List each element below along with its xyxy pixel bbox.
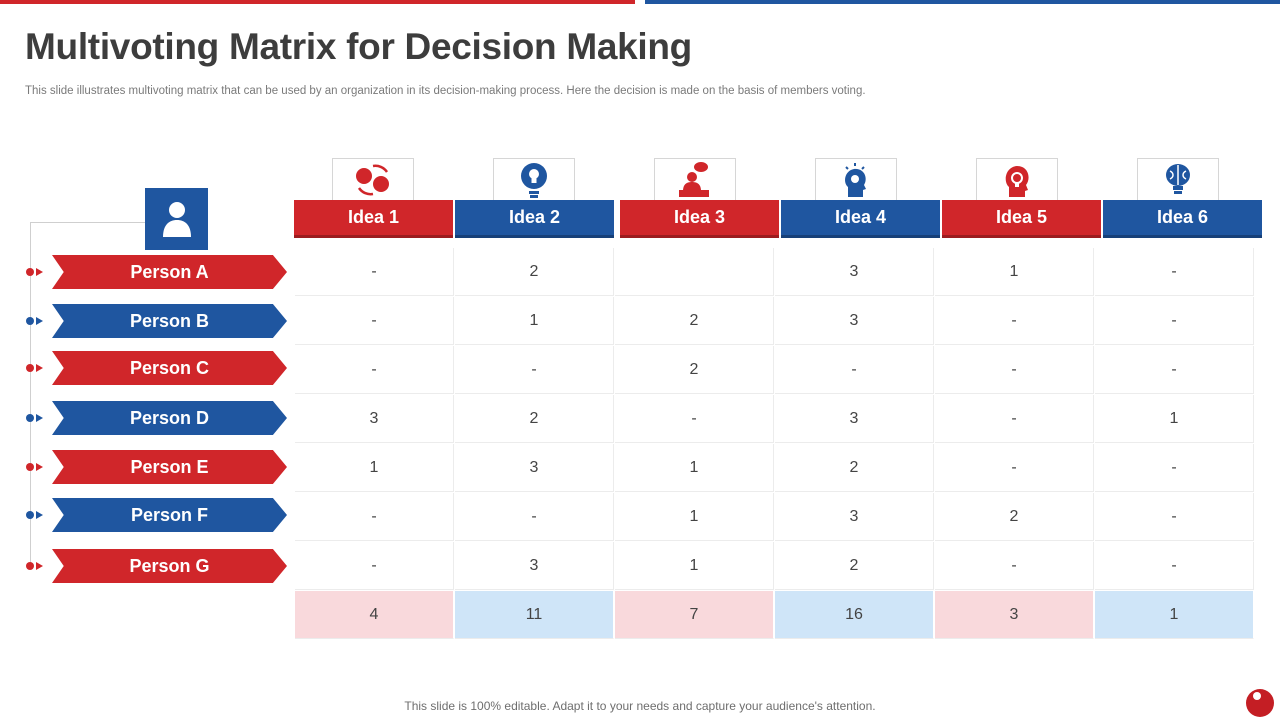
bullet-arrow-icon bbox=[36, 268, 43, 276]
vote-cell: - bbox=[295, 297, 454, 345]
avatar bbox=[145, 188, 208, 250]
bullet-dot bbox=[26, 562, 34, 570]
bullet-dot bbox=[26, 268, 34, 276]
bullet-dot bbox=[26, 463, 34, 471]
page-title: Multivoting Matrix for Decision Making bbox=[25, 26, 692, 67]
total-cell: 7 bbox=[615, 591, 774, 639]
vote-cell: - bbox=[1095, 493, 1254, 541]
vote-cell: 2 bbox=[775, 444, 934, 492]
vote-cell: 3 bbox=[775, 297, 934, 345]
total-cell: 3 bbox=[935, 591, 1094, 639]
vote-cell: - bbox=[935, 395, 1094, 443]
vote-cell: - bbox=[1095, 248, 1254, 296]
connector-line bbox=[30, 222, 31, 568]
vote-cell: 2 bbox=[775, 542, 934, 590]
total-cell: 16 bbox=[775, 591, 934, 639]
vote-cell: 3 bbox=[775, 493, 934, 541]
brain-bulb-icon bbox=[1137, 158, 1219, 202]
connector-line bbox=[30, 222, 145, 223]
idea-header-1: Idea 1 bbox=[294, 200, 453, 238]
idea-header-2: Idea 2 bbox=[455, 200, 614, 238]
idea-header-4: Idea 4 bbox=[781, 200, 940, 238]
user-icon bbox=[162, 202, 191, 237]
vote-cell: - bbox=[1095, 346, 1254, 394]
vote-cell: - bbox=[295, 346, 454, 394]
vote-cell: 2 bbox=[455, 248, 614, 296]
page-subtitle: This slide illustrates multivoting matri… bbox=[25, 85, 866, 97]
top-accent-blue bbox=[645, 0, 1280, 4]
bulb-in-circle-icon bbox=[493, 158, 575, 202]
vote-cell: 1 bbox=[615, 444, 774, 492]
vote-cell: - bbox=[615, 395, 774, 443]
person-reading-icon bbox=[654, 158, 736, 202]
vote-cell: - bbox=[935, 297, 1094, 345]
rotating-heads-icon bbox=[332, 158, 414, 202]
footer-note: This slide is 100% editable. Adapt it to… bbox=[404, 699, 876, 713]
idea-header-6: Idea 6 bbox=[1103, 200, 1262, 238]
vote-cell: - bbox=[935, 542, 1094, 590]
vote-cell: 1 bbox=[295, 444, 454, 492]
person-label-4: Person D bbox=[52, 401, 287, 435]
vote-cell: 2 bbox=[615, 346, 774, 394]
vote-cell: 3 bbox=[455, 444, 614, 492]
bulb-in-head-icon bbox=[976, 158, 1058, 202]
bullet-dot bbox=[26, 317, 34, 325]
vote-cell: 1 bbox=[615, 493, 774, 541]
top-accent-red bbox=[0, 0, 635, 4]
bullet-arrow-icon bbox=[36, 414, 43, 422]
bullet-arrow-icon bbox=[36, 511, 43, 519]
vote-cell: - bbox=[935, 444, 1094, 492]
vote-cell: - bbox=[1095, 444, 1254, 492]
vote-cell: - bbox=[295, 248, 454, 296]
idea-header-5: Idea 5 bbox=[942, 200, 1101, 238]
vote-cell: 3 bbox=[775, 395, 934, 443]
vote-cell: - bbox=[775, 346, 934, 394]
vote-cell: - bbox=[455, 346, 614, 394]
bullet-arrow-icon bbox=[36, 562, 43, 570]
vote-cell: 3 bbox=[455, 542, 614, 590]
vote-cell bbox=[615, 248, 774, 296]
person-label-7: Person G bbox=[52, 549, 287, 583]
vote-cell: 1 bbox=[455, 297, 614, 345]
vote-cell: - bbox=[455, 493, 614, 541]
person-label-1: Person A bbox=[52, 255, 287, 289]
bullet-dot bbox=[26, 414, 34, 422]
vote-cell: 3 bbox=[295, 395, 454, 443]
vote-cell: 2 bbox=[935, 493, 1094, 541]
person-label-5: Person E bbox=[52, 450, 287, 484]
total-cell: 1 bbox=[1095, 591, 1254, 639]
total-cell: 4 bbox=[295, 591, 454, 639]
head-with-bulb-icon bbox=[815, 158, 897, 202]
bullet-dot bbox=[26, 511, 34, 519]
vote-cell: - bbox=[935, 346, 1094, 394]
vote-cell: 1 bbox=[1095, 395, 1254, 443]
total-cell: 11 bbox=[455, 591, 614, 639]
vote-cell: - bbox=[1095, 542, 1254, 590]
vote-cell: 2 bbox=[615, 297, 774, 345]
vote-cell: - bbox=[1095, 297, 1254, 345]
person-label-6: Person F bbox=[52, 498, 287, 532]
bullet-arrow-icon bbox=[36, 364, 43, 372]
vote-cell: 3 bbox=[775, 248, 934, 296]
vote-cell: 1 bbox=[935, 248, 1094, 296]
vote-cell: 2 bbox=[455, 395, 614, 443]
corner-logo-highlight bbox=[1253, 692, 1261, 700]
vote-cell: - bbox=[295, 493, 454, 541]
person-label-2: Person B bbox=[52, 304, 287, 338]
bullet-arrow-icon bbox=[36, 463, 43, 471]
person-label-3: Person C bbox=[52, 351, 287, 385]
idea-header-3: Idea 3 bbox=[620, 200, 779, 238]
vote-cell: - bbox=[295, 542, 454, 590]
bullet-dot bbox=[26, 364, 34, 372]
bullet-arrow-icon bbox=[36, 317, 43, 325]
vote-cell: 1 bbox=[615, 542, 774, 590]
